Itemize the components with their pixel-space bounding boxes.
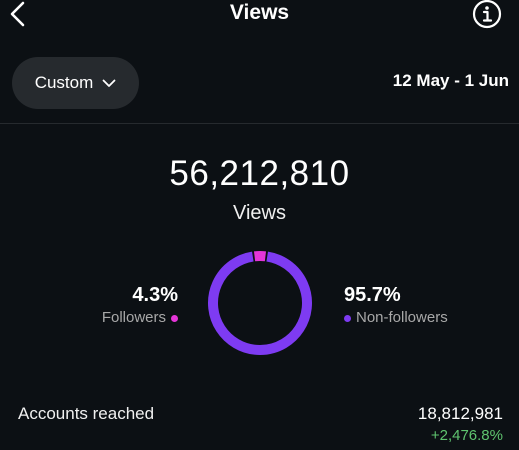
views-donut-chart [208,251,312,355]
info-icon [472,0,502,29]
accounts-reached-change: +2,476.8% [430,427,503,444]
date-range-dropdown-label: Custom [34,73,94,92]
non-followers-legend-dot [344,314,351,322]
followers-legend-label: Followers [101,309,166,326]
chevron-left-icon [10,1,25,27]
followers-legend: Followers [102,307,178,329]
followers-percent: 4.3% [132,284,178,306]
chevron-down-icon [102,79,116,87]
page-title: Views [229,1,290,24]
followers-stat: 4.3% Followers [102,283,178,329]
donut-segment-non-followers [208,251,312,355]
filter-row: Custom 12 May - 1 Jun [0,57,519,109]
followers-legend-dot [171,314,178,322]
date-range-dropdown[interactable]: Custom [12,57,139,109]
back-button[interactable] [4,0,32,28]
info-button[interactable] [472,0,502,29]
date-range-text: 12 May - 1 Jun [392,71,509,90]
non-followers-percent: 95.7% [344,284,401,306]
total-views-count: 56,212,810 [169,154,350,193]
divider [0,123,519,124]
accounts-reached-value: 18,812,981 [417,404,503,423]
non-followers-stat: 95.7% Non-followers [344,283,448,329]
non-followers-legend-label: Non-followers [356,309,448,326]
non-followers-legend: Non-followers [344,307,448,329]
total-views-label: Views [233,202,286,224]
top-bar: Views [0,0,519,30]
accounts-reached-label: Accounts reached [18,404,155,423]
